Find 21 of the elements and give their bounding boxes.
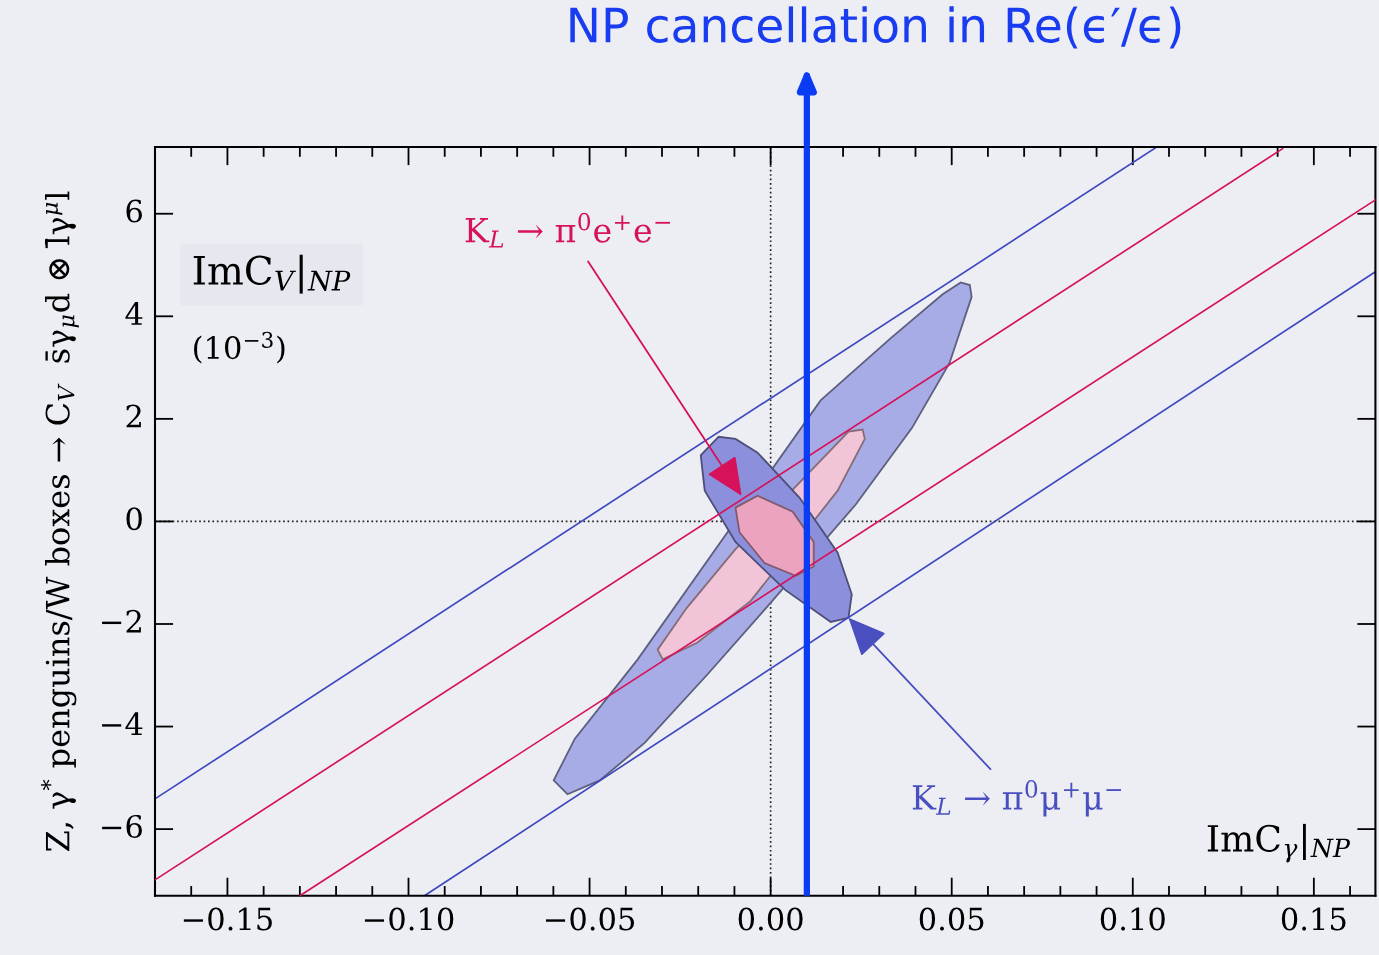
y-tick-label: 2 [126,404,141,428]
x-tick-label: −0.05 [545,907,635,931]
y-tick-label: −4 [102,712,143,735]
y-tick-label: −2 [102,609,141,633]
chart-title: NP cancellation in Re(ϵ′/ϵ) [570,6,1181,49]
x-tick-label: −0.10 [364,907,454,931]
y-tick-label: −6 [102,814,142,838]
y-tick-label: 4 [125,302,143,325]
x-tick-label: 0.10 [1100,907,1165,931]
annotation: K$_{L}$ → π$^{0}$e$^{+}$e$^{−}$ [465,212,671,248]
y-tick-label: 6 [126,199,142,223]
annotation: ImC$_{V}$|$_{NP}$ [193,254,351,294]
x-tick-label: 0.05 [919,907,984,931]
text: Z, γ$^{*}$ penguins/W boxes → C$_{V}$ s̄γ$_{μ}$d ⊗ l̄γ$^{μ}$l [41,191,79,851]
x-tick-label: 0.15 [1281,907,1346,931]
y-tick-label: 0 [126,507,142,531]
annotation: K$_{L}$ → π$^{0}$μ$^{+}$μ$^{−}$ [912,780,1122,817]
x-tick-label: 0.00 [738,907,803,931]
annotation: (10$^{−3}$) [194,331,285,364]
annotation: ImC$_{γ}$|$_{NP}$ [1207,823,1350,863]
x-tick-label: −0.15 [183,907,272,931]
